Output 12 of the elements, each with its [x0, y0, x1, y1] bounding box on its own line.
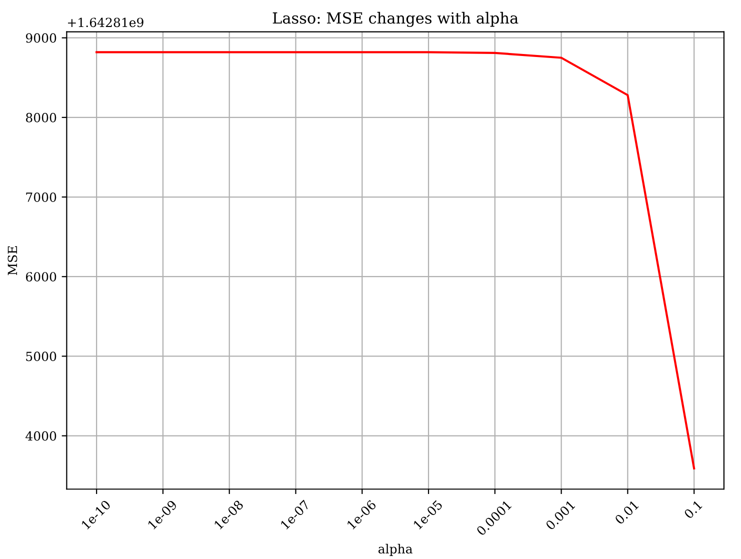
x-axis-title: alpha	[378, 544, 412, 556]
y-tick-label: 9000	[26, 33, 56, 43]
y-tick-label: 7000	[26, 192, 56, 202]
y-axis-title: MSE	[8, 246, 18, 276]
y-tick-label: 4000	[26, 431, 56, 441]
text: +1.64281e9	[68, 18, 144, 28]
line-series	[96, 51, 696, 470]
y-tick-label: 5000	[26, 352, 56, 362]
y-tick-label: 6000	[26, 272, 56, 282]
x-tick-label: 0.1	[684, 500, 702, 520]
y-tick-label: 8000	[26, 112, 56, 122]
chart-title: Lasso: MSE changes with alpha	[272, 12, 518, 27]
